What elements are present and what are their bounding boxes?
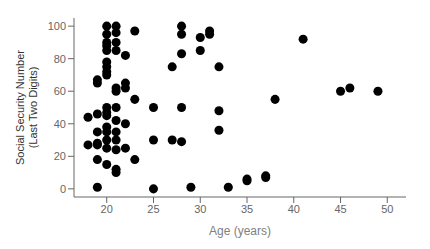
svg-text:60: 60 <box>54 85 66 97</box>
svg-text:45: 45 <box>334 203 346 215</box>
svg-text:0: 0 <box>60 183 66 195</box>
svg-text:100: 100 <box>48 20 66 32</box>
svg-text:25: 25 <box>147 203 159 215</box>
svg-text:80: 80 <box>54 53 66 65</box>
svg-text:20: 20 <box>101 203 113 215</box>
svg-text:20: 20 <box>54 150 66 162</box>
svg-text:50: 50 <box>381 203 393 215</box>
svg-text:Age (years): Age (years) <box>209 224 271 238</box>
svg-text:40: 40 <box>54 118 66 130</box>
svg-text:40: 40 <box>288 203 300 215</box>
svg-text:35: 35 <box>241 203 253 215</box>
svg-text:Social Security Number(Last Tw: Social Security Number(Last Two Digits) <box>14 50 39 165</box>
svg-text:30: 30 <box>194 203 206 215</box>
